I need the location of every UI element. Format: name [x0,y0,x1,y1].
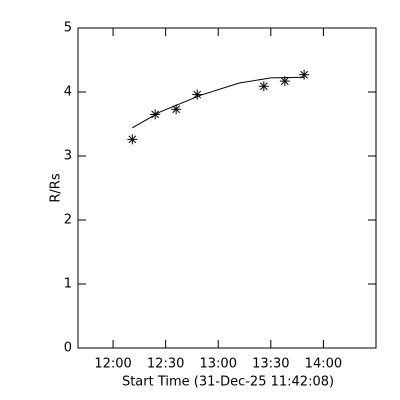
data-point [171,104,182,115]
fit-line [132,76,305,129]
x-tick-label: 14:00 [305,357,342,372]
y-axis-label: R/Rs [49,173,64,202]
asterisk-stroke [259,82,268,91]
x-axis-label: Start Time (31-Dec-25 11:42:08) [122,375,334,390]
x-tick-label: 12:00 [94,357,131,372]
y-tick-label: 1 [64,277,72,292]
data-point [299,69,310,80]
y-tick-label: 0 [64,341,72,356]
y-tick-label: 3 [64,149,72,164]
data-point [192,89,203,100]
y-tick-label: 4 [64,85,72,100]
x-tick-label: 12:30 [147,357,184,372]
asterisk-stroke [128,135,137,144]
y-tick-label: 5 [64,21,72,36]
asterisk-stroke [280,77,289,85]
y-tick-label: 2 [64,213,72,228]
data-point [258,81,269,92]
x-tick-label: 13:00 [200,357,237,372]
asterisk-stroke [172,105,181,114]
x-tick-label: 13:30 [252,357,289,372]
data-point [127,134,138,145]
asterisk-stroke [193,90,202,99]
plot-frame [77,27,377,349]
